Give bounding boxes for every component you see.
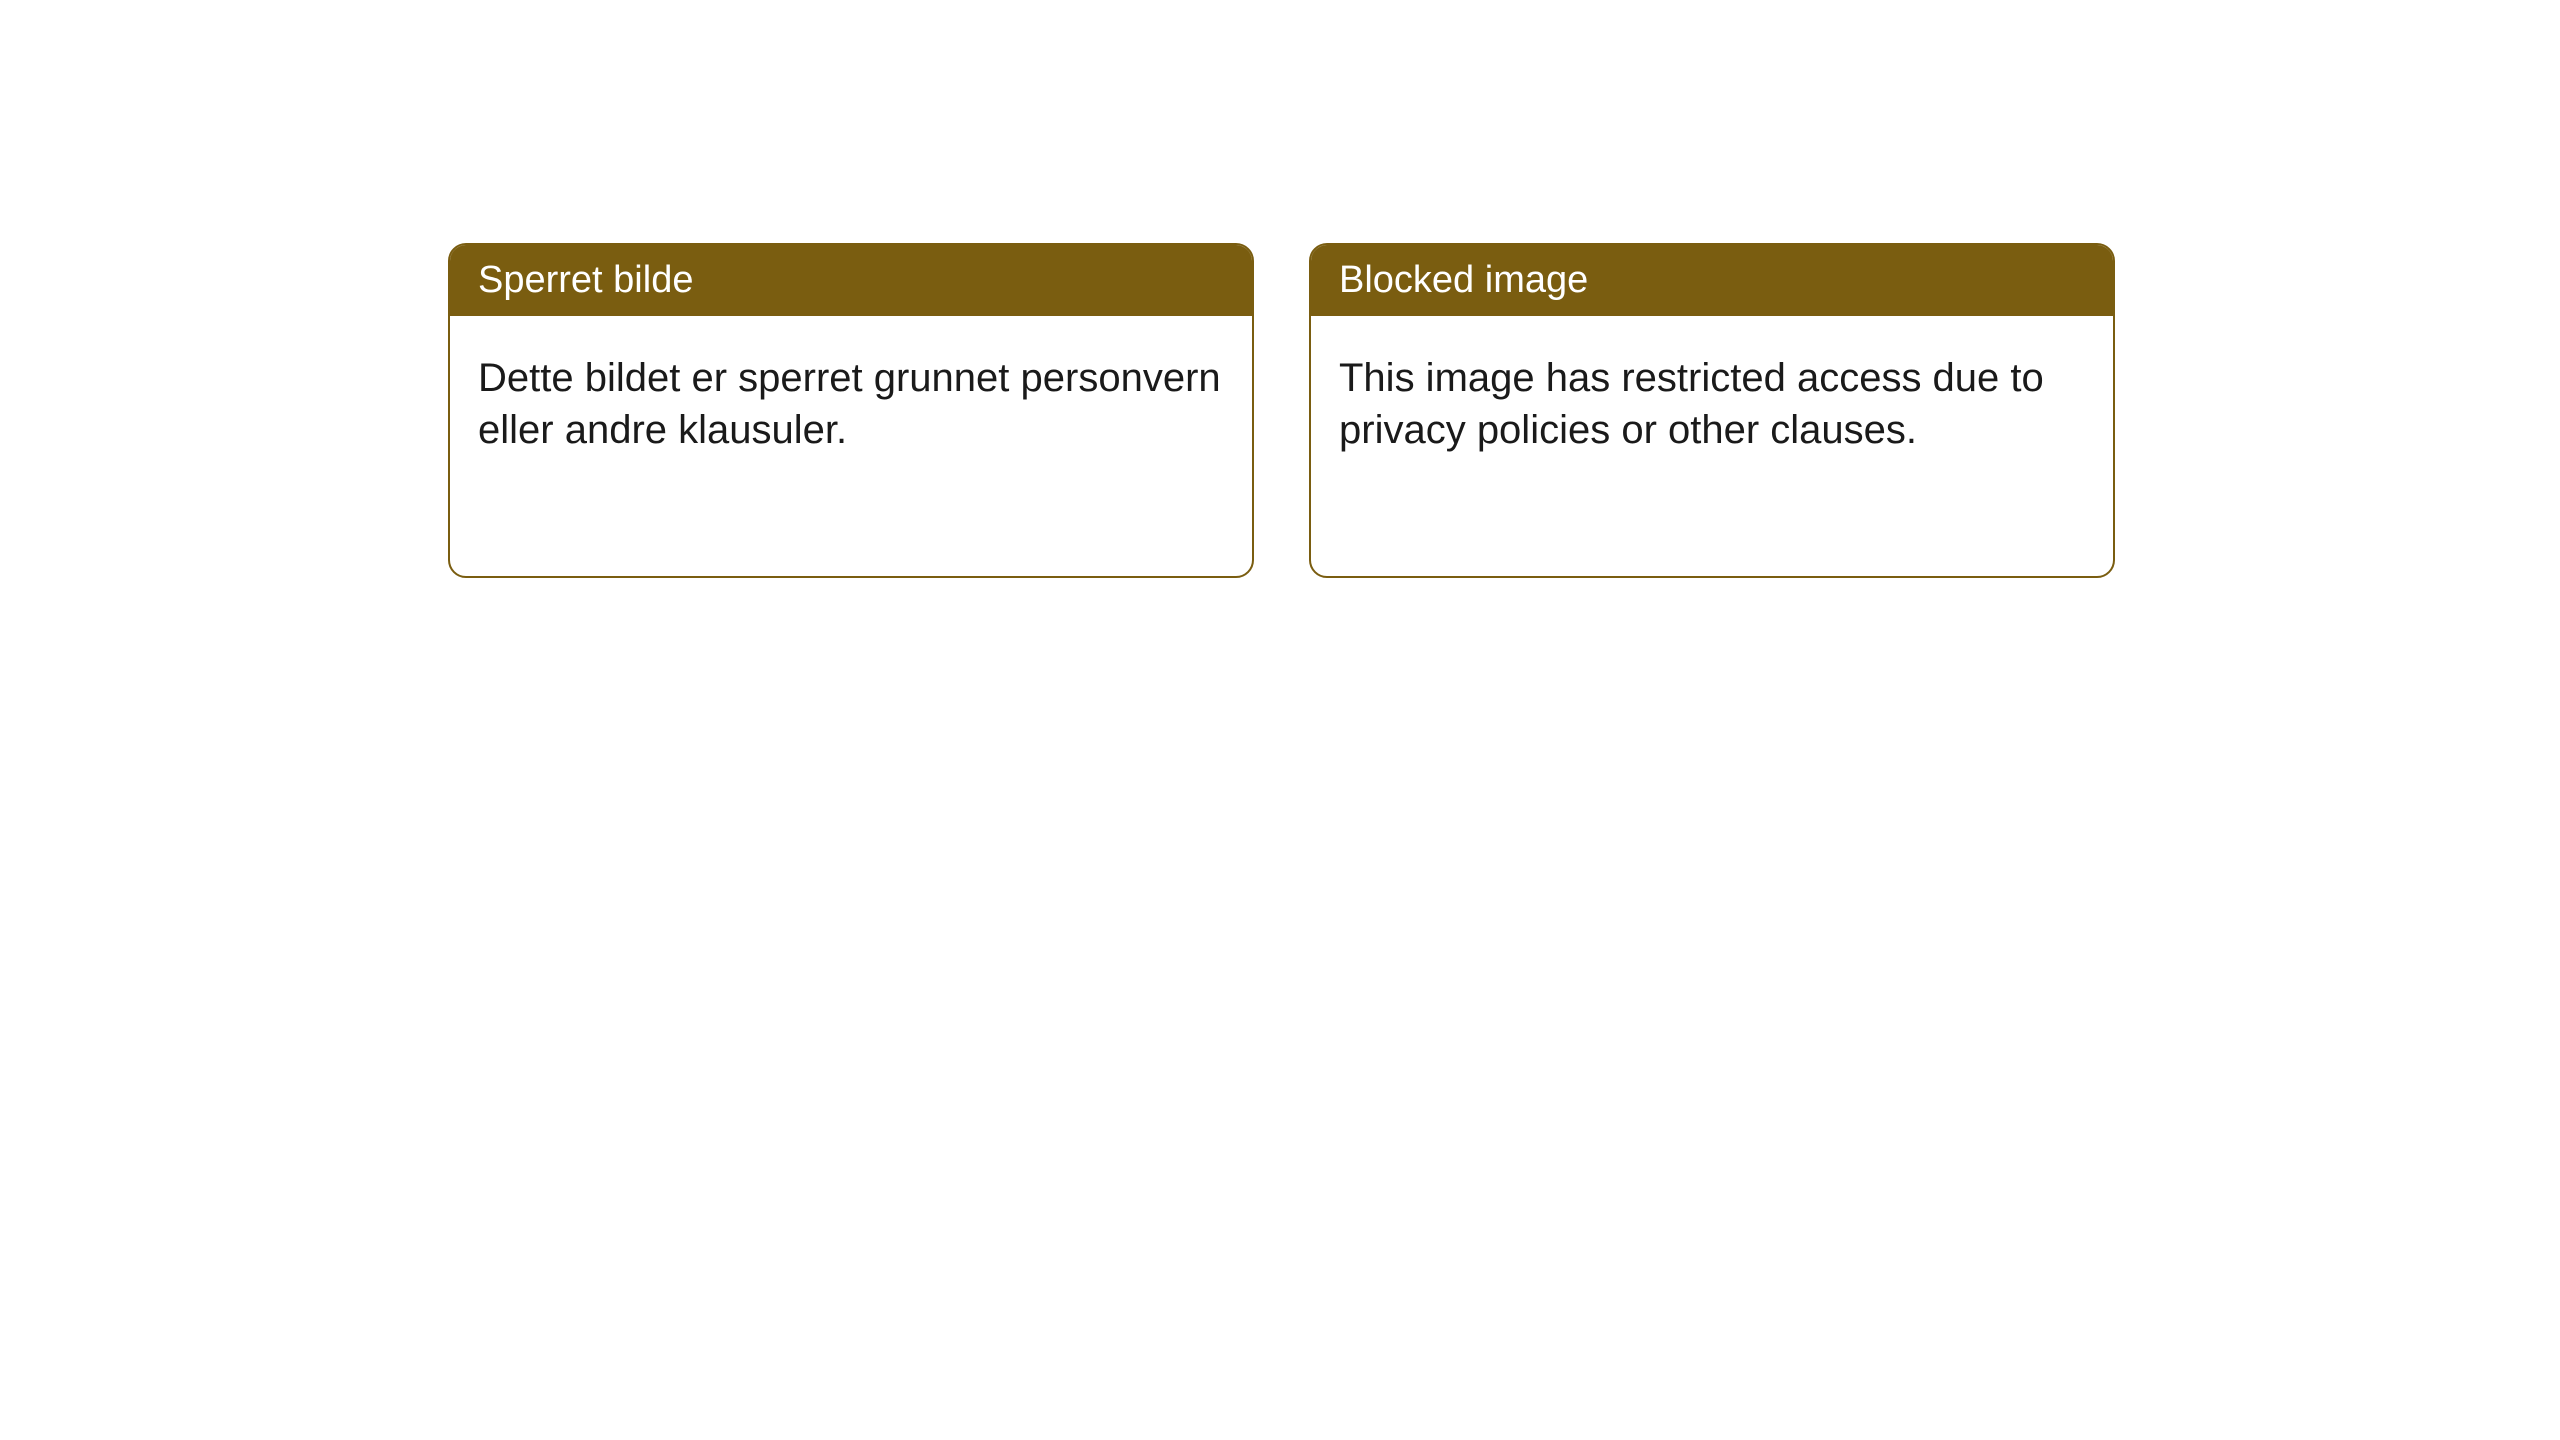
notice-body: This image has restricted access due to … <box>1311 316 2113 492</box>
notice-header: Blocked image <box>1311 245 2113 316</box>
notice-container: Sperret bilde Dette bildet er sperret gr… <box>448 243 2115 578</box>
notice-body: Dette bildet er sperret grunnet personve… <box>450 316 1252 492</box>
notice-header: Sperret bilde <box>450 245 1252 316</box>
notice-card-norwegian: Sperret bilde Dette bildet er sperret gr… <box>448 243 1254 578</box>
notice-card-english: Blocked image This image has restricted … <box>1309 243 2115 578</box>
